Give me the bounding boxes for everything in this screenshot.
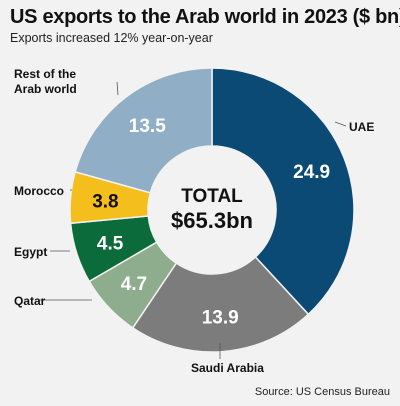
- value-label-egypt: 4.5: [97, 234, 124, 255]
- value-label-qatar: 4.7: [121, 274, 147, 295]
- category-label-rest-of-the-arab-world: Rest of the Arab world: [14, 67, 77, 96]
- value-label-morocco: 3.8: [92, 191, 118, 212]
- slice-uae: [211, 67, 355, 316]
- leader-line: [334, 121, 347, 127]
- source-note: Source: US Census Bureau: [254, 386, 390, 398]
- chart-title: US exports to the Arab world in 2023 ($ …: [10, 6, 400, 28]
- category-label-saudi-arabia: Saudi Arabia: [191, 361, 264, 375]
- leader-line: [116, 81, 119, 96]
- category-label-egypt: Egypt: [14, 245, 47, 259]
- slice-saudi-arabia: [131, 255, 310, 353]
- center-total-label: TOTAL: [181, 186, 243, 207]
- value-label-rest-of-the-arab-world: 13.5: [129, 116, 166, 137]
- center-total-value: $65.3bn: [171, 208, 253, 233]
- value-label-uae: 24.9: [293, 162, 330, 183]
- value-label-saudi-arabia: 13.9: [202, 308, 239, 329]
- chart-subtitle: Exports increased 12% year-on-year: [10, 31, 213, 45]
- category-label-morocco: Morocco: [14, 184, 64, 198]
- category-label-uae: UAE: [349, 120, 374, 134]
- category-label-qatar: Qatar: [14, 294, 46, 308]
- slice-rest-of-the-arab-world: [74, 67, 213, 194]
